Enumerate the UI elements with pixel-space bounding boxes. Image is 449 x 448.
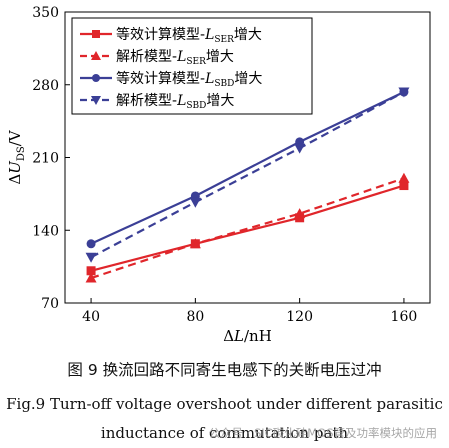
marker-square [92,30,100,38]
chart: 40 80 120 160 70 140 210 280 350 ΔL/nH ΔUDS/V 等效计算模… [6,5,431,345]
figure-caption-english-line2: inductance of commutation path [100,424,349,442]
marker-circle [86,239,96,249]
y-tick-label: 70 [41,296,59,312]
marker-triangle-down [189,197,201,208]
marker-square [399,181,409,191]
legend-label: 等效计算模型-LSER增大 [116,26,262,45]
series-line [90,177,405,280]
legend-item: 等效计算模型-LSBD增大 [80,70,262,89]
y-tick-label: 210 [32,151,59,167]
marker-triangle-down [91,96,101,105]
marker-triangle-down [294,143,306,154]
x-tick-label: 160 [391,309,418,325]
marker-triangle-down [398,87,410,98]
x-axis-label: ΔL/nH [223,327,272,345]
marker-triangle-down [85,252,97,263]
series-line [90,91,405,245]
series-1 [86,181,409,276]
legend-label: 等效计算模型-LSBD增大 [116,70,262,89]
marker-triangle-up [91,51,101,60]
legend-item: 解析模型-LSER增大 [80,49,234,67]
series-line [90,184,405,272]
y-axis-label-text: ΔUDS/V [6,129,27,184]
marker-triangle-up [189,238,201,249]
marker-triangle-up [398,172,410,183]
watermark: 公众号 · SIC碳化硅MOS管及功率模块的应用 [208,426,437,440]
marker-square [86,266,96,276]
marker-triangle-up [294,208,306,219]
series-line [90,91,405,259]
x-tick-label: 120 [286,309,313,325]
legend-label: 解析模型-LSBD增大 [116,93,234,111]
y-tick-label: 280 [32,78,59,94]
marker-circle [92,74,100,82]
legend-item: 解析模型-LSBD增大 [80,93,234,111]
series-2 [85,172,410,283]
x-tick-label: 80 [186,309,204,325]
legend-item: 等效计算模型-LSER增大 [80,26,262,45]
x-tick-label: 40 [82,309,100,325]
figure-caption-chinese: 图 9 换流回路不同寄生电感下的关断电压过冲 [67,361,382,379]
series-4 [85,87,410,263]
legend-label: 解析模型-LSER增大 [116,49,234,67]
y-tick-label: 350 [32,5,59,21]
y-axis-label: ΔUDS/V [6,129,27,184]
figure-caption-english-line1: Fig.9 Turn-off voltage overshoot under d… [6,395,443,413]
marker-triangle-up [85,272,97,283]
y-tick-label: 140 [32,223,59,239]
legend: 等效计算模型-LSER增大解析模型-LSER增大等效计算模型-LSBD增大解析模… [71,17,313,115]
